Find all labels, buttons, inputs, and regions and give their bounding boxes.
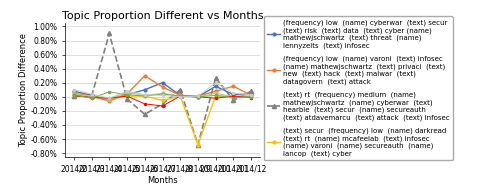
(frequency) low  (name) cyberwar  (text) secur
(text) risk  (text) data  (text) cyber (name)
mathewjschwartz  (text) threat  (name)
lennyzelts  (text) infosec xyxy=(195,96,201,98)
Legend: (frequency) low  (name) cyberwar  (text) secur
(text) risk  (text) data  (text) : (frequency) low (name) cyberwar (text) s… xyxy=(264,16,452,160)
(frequency) low  (name) cyberwar  (text) secur
(text) risk  (text) data  (text) cyber (name)
mathewjschwartz  (text) threat  (name)
lennyzelts  (text) infosec xyxy=(177,94,183,96)
Title: Topic Proportion Different vs Months: Topic Proportion Different vs Months xyxy=(62,11,264,21)
(frequency) low  (name) cyberwar  (text) secur
(text) risk  (text) data  (text) cyber (name)
mathewjschwartz  (text) threat  (name)
lennyzelts  (text) infosec xyxy=(212,85,218,87)
(text) secur  (frequency) low  (name) darkread
(text) rt  (name) mcafeelab  (text) infosec
(name) varoni  (name) secureauth  (name)
lancop  (text) cyber xyxy=(124,95,130,97)
(text) rt  (frequency) medium  (name)
mathewjschwartz  (name) cyberwar  (text)
hearble  (text) secur  (name) secureauth
(text) atdavemarcu  (text) attack  (text) infosec xyxy=(106,32,112,35)
(text) secur  (frequency) low  (name) darkread
(text) rt  (name) mcafeelab  (text) infosec
(name) varoni  (name) secureauth  (name)
lancop  (text) cyber xyxy=(212,95,218,97)
(frequency) low  (name) cyberwar  (text) secur
(text) risk  (text) data  (text) cyber (name)
mathewjschwartz  (text) threat  (name)
lennyzelts  (text) infosec xyxy=(160,82,166,84)
(frequency) low  (name) cyberwar  (text) secur
(text) risk  (text) data  (text) cyber (name)
mathewjschwartz  (text) threat  (name)
lennyzelts  (text) infosec xyxy=(248,93,254,95)
(text) secur  (frequency) low  (name) darkread
(text) rt  (name) mcafeelab  (text) infosec
(name) varoni  (name) secureauth  (name)
lancop  (text) cyber xyxy=(142,95,148,97)
(frequency) low  (name) varoni  (text) infosec
(name) mathewjschwartz  (text) privaci  (text)
new  (text) hack  (text) malwar  (text)
datagovern  (text) attack xyxy=(230,85,236,87)
(frequency) low  (name) cyberwar  (text) secur
(text) risk  (text) data  (text) cyber (name)
mathewjschwartz  (text) threat  (name)
lennyzelts  (text) infosec xyxy=(71,90,77,92)
(text) rt  (frequency) medium  (name)
mathewjschwartz  (name) cyberwar  (text)
hearble  (text) secur  (name) secureauth
(text) atdavemarcu  (text) attack  (text) infosec xyxy=(212,77,218,79)
(text) secur  (frequency) low  (name) darkread
(text) rt  (name) mcafeelab  (text) infosec
(name) varoni  (name) secureauth  (name)
lancop  (text) cyber xyxy=(88,95,94,97)
(frequency) low  (name) cyberwar  (text) secur
(text) risk  (text) data  (text) cyber (name)
mathewjschwartz  (text) threat  (name)
lennyzelts  (text) infosec xyxy=(106,99,112,101)
(frequency) low  (name) varoni  (text) infosec
(name) mathewjschwartz  (text) privaci  (text)
new  (text) hack  (text) malwar  (text)
datagovern  (text) attack xyxy=(212,90,218,92)
Line: (text) secur  (frequency) low  (name) darkread
(text) rt  (name) mcafeelab  (text) infosec
(name) varoni  (name) secureauth  (name)
lancop  (text) cyber: (text) secur (frequency) low (name) dark… xyxy=(72,93,252,146)
(text) secur  (frequency) low  (name) darkread
(text) rt  (name) mcafeelab  (text) infosec
(name) varoni  (name) secureauth  (name)
lancop  (text) cyber xyxy=(106,98,112,100)
(frequency) low  (name) cyberwar  (text) secur
(text) risk  (text) data  (text) cyber (name)
mathewjschwartz  (text) threat  (name)
lennyzelts  (text) infosec xyxy=(124,94,130,96)
(text) secur  (frequency) low  (name) darkread
(text) rt  (name) mcafeelab  (text) infosec
(name) varoni  (name) secureauth  (name)
lancop  (text) cyber xyxy=(248,95,254,97)
(text) secur  (frequency) low  (name) darkread
(text) rt  (name) mcafeelab  (text) infosec
(name) varoni  (name) secureauth  (name)
lancop  (text) cyber xyxy=(160,99,166,101)
(text) rt  (frequency) medium  (name)
mathewjschwartz  (name) cyberwar  (text)
hearble  (text) secur  (name) secureauth
(text) atdavemarcu  (text) attack  (text) infosec xyxy=(160,103,166,105)
Y-axis label: Topic Proportion Difference: Topic Proportion Difference xyxy=(18,33,28,147)
Line: (frequency) low  (name) cyberwar  (text) secur
(text) risk  (text) data  (text) cyber (name)
mathewjschwartz  (text) threat  (name)
lennyzelts  (text) infosec: (frequency) low (name) cyberwar (text) s… xyxy=(72,81,252,101)
(frequency) low  (name) cyberwar  (text) secur
(text) risk  (text) data  (text) cyber (name)
mathewjschwartz  (text) threat  (name)
lennyzelts  (text) infosec xyxy=(88,94,94,96)
(frequency) low  (name) varoni  (text) infosec
(name) mathewjschwartz  (text) privaci  (text)
new  (text) hack  (text) malwar  (text)
datagovern  (text) attack xyxy=(106,100,112,102)
(frequency) low  (name) cyberwar  (text) secur
(text) risk  (text) data  (text) cyber (name)
mathewjschwartz  (text) threat  (name)
lennyzelts  (text) infosec xyxy=(142,89,148,91)
(text) rt  (frequency) medium  (name)
mathewjschwartz  (name) cyberwar  (text)
hearble  (text) secur  (name) secureauth
(text) atdavemarcu  (text) attack  (text) infosec xyxy=(124,98,130,100)
(frequency) low  (name) varoni  (text) infosec
(name) mathewjschwartz  (text) privaci  (text)
new  (text) hack  (text) malwar  (text)
datagovern  (text) attack xyxy=(195,95,201,97)
(text) secur  (frequency) low  (name) darkread
(text) rt  (name) mcafeelab  (text) infosec
(name) varoni  (name) secureauth  (name)
lancop  (text) cyber xyxy=(195,143,201,146)
(text) rt  (frequency) medium  (name)
mathewjschwartz  (name) cyberwar  (text)
hearble  (text) secur  (name) secureauth
(text) atdavemarcu  (text) attack  (text) infosec xyxy=(177,89,183,91)
(frequency) low  (name) varoni  (text) infosec
(name) mathewjschwartz  (text) privaci  (text)
new  (text) hack  (text) malwar  (text)
datagovern  (text) attack xyxy=(88,95,94,97)
(text) rt  (frequency) medium  (name)
mathewjschwartz  (name) cyberwar  (text)
hearble  (text) secur  (name) secureauth
(text) atdavemarcu  (text) attack  (text) infosec xyxy=(248,90,254,92)
X-axis label: Months: Months xyxy=(147,176,178,185)
(text) rt  (frequency) medium  (name)
mathewjschwartz  (name) cyberwar  (text)
hearble  (text) secur  (name) secureauth
(text) atdavemarcu  (text) attack  (text) infosec xyxy=(88,95,94,97)
(frequency) low  (name) varoni  (text) infosec
(name) mathewjschwartz  (text) privaci  (text)
new  (text) hack  (text) malwar  (text)
datagovern  (text) attack xyxy=(160,86,166,88)
(frequency) low  (name) varoni  (text) infosec
(name) mathewjschwartz  (text) privaci  (text)
new  (text) hack  (text) malwar  (text)
datagovern  (text) attack xyxy=(71,92,77,94)
(frequency) low  (name) varoni  (text) infosec
(name) mathewjschwartz  (text) privaci  (text)
new  (text) hack  (text) malwar  (text)
datagovern  (text) attack xyxy=(177,94,183,96)
(text) secur  (frequency) low  (name) darkread
(text) rt  (name) mcafeelab  (text) infosec
(name) varoni  (name) secureauth  (name)
lancop  (text) cyber xyxy=(230,95,236,97)
(frequency) low  (name) varoni  (text) infosec
(name) mathewjschwartz  (text) privaci  (text)
new  (text) hack  (text) malwar  (text)
datagovern  (text) attack xyxy=(248,94,254,96)
(frequency) low  (name) cyberwar  (text) secur
(text) risk  (text) data  (text) cyber (name)
mathewjschwartz  (text) threat  (name)
lennyzelts  (text) infosec xyxy=(230,94,236,96)
(text) secur  (frequency) low  (name) darkread
(text) rt  (name) mcafeelab  (text) infosec
(name) varoni  (name) secureauth  (name)
lancop  (text) cyber xyxy=(177,95,183,97)
Line: (frequency) low  (name) varoni  (text) infosec
(name) mathewjschwartz  (text) privaci  (text)
new  (text) hack  (text) malwar  (text)
datagovern  (text) attack: (frequency) low (name) varoni (text) inf… xyxy=(72,74,252,102)
(text) rt  (frequency) medium  (name)
mathewjschwartz  (name) cyberwar  (text)
hearble  (text) secur  (name) secureauth
(text) atdavemarcu  (text) attack  (text) infosec xyxy=(71,95,77,97)
(text) secur  (frequency) low  (name) darkread
(text) rt  (name) mcafeelab  (text) infosec
(name) varoni  (name) secureauth  (name)
lancop  (text) cyber xyxy=(71,94,77,96)
(frequency) low  (name) varoni  (text) infosec
(name) mathewjschwartz  (text) privaci  (text)
new  (text) hack  (text) malwar  (text)
datagovern  (text) attack xyxy=(124,93,130,95)
(frequency) low  (name) varoni  (text) infosec
(name) mathewjschwartz  (text) privaci  (text)
new  (text) hack  (text) malwar  (text)
datagovern  (text) attack xyxy=(142,74,148,77)
(text) rt  (frequency) medium  (name)
mathewjschwartz  (name) cyberwar  (text)
hearble  (text) secur  (name) secureauth
(text) atdavemarcu  (text) attack  (text) infosec xyxy=(230,99,236,101)
(text) rt  (frequency) medium  (name)
mathewjschwartz  (name) cyberwar  (text)
hearble  (text) secur  (name) secureauth
(text) atdavemarcu  (text) attack  (text) infosec xyxy=(142,113,148,116)
Line: (text) rt  (frequency) medium  (name)
mathewjschwartz  (name) cyberwar  (text)
hearble  (text) secur  (name) secureauth
(text) atdavemarcu  (text) attack  (text) infosec: (text) rt (frequency) medium (name) math… xyxy=(72,31,253,147)
(text) rt  (frequency) medium  (name)
mathewjschwartz  (name) cyberwar  (text)
hearble  (text) secur  (name) secureauth
(text) atdavemarcu  (text) attack  (text) infosec xyxy=(195,143,201,146)
